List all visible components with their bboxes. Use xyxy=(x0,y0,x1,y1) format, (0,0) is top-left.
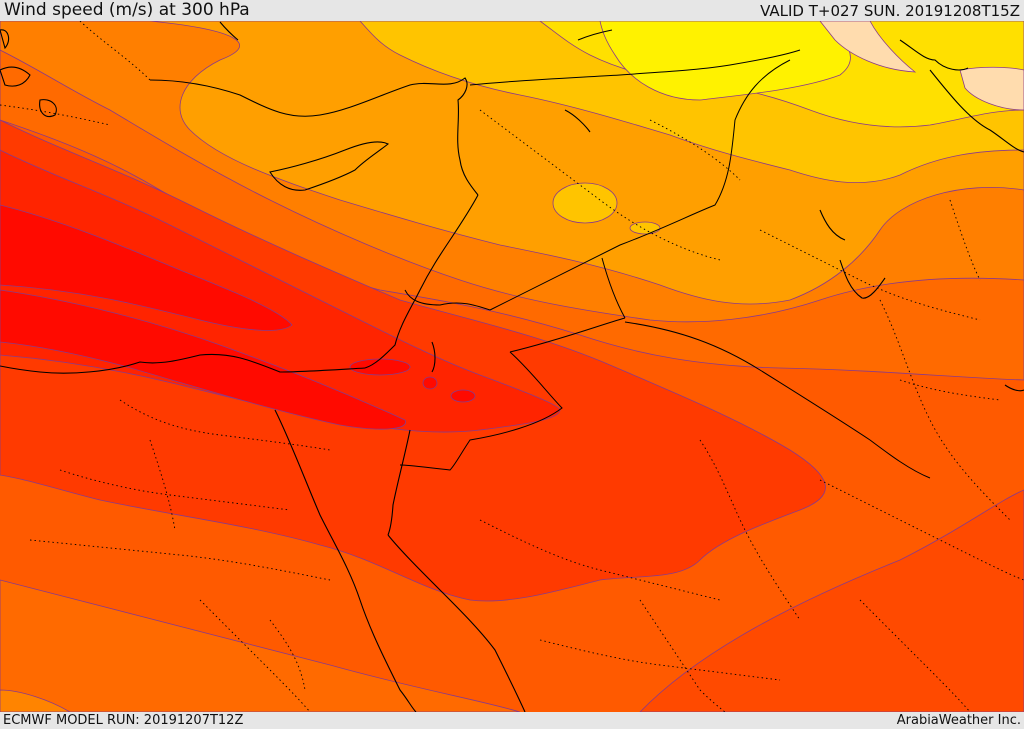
wind-speed-map xyxy=(0,21,1024,712)
band-north-6 xyxy=(599,21,851,101)
band-core-blob-1 xyxy=(349,358,411,376)
footer-bar: ECMWF MODEL RUN: 20191207T12Z ArabiaWeat… xyxy=(0,712,1024,729)
valid-time: VALID T+027 SUN. 20191208T15Z xyxy=(760,2,1020,20)
band-south-orange2 xyxy=(0,689,71,712)
band-north-light xyxy=(819,21,917,73)
model-run-label: ECMWF MODEL RUN: 20191207T12Z xyxy=(3,713,244,728)
band-core-blob-3 xyxy=(422,376,438,390)
chart-title: Wind speed (m/s) at 300 hPa xyxy=(4,0,250,20)
band-south-orange xyxy=(0,579,521,712)
header-bar: Wind speed (m/s) at 300 hPa VALID T+027 … xyxy=(0,0,1024,21)
borders xyxy=(399,49,931,479)
credit-label: ArabiaWeather Inc. xyxy=(896,713,1021,728)
province-borders xyxy=(0,21,1024,712)
band-southeast-orange xyxy=(639,489,1024,712)
coastlines xyxy=(0,21,1024,712)
band-north-blob xyxy=(552,182,618,224)
band-core-blob-2 xyxy=(450,389,476,403)
band-north-blob2 xyxy=(629,221,661,235)
band-jet-core xyxy=(0,204,293,331)
band-north-light2 xyxy=(959,66,1024,111)
band-jet-core2 xyxy=(0,289,406,430)
